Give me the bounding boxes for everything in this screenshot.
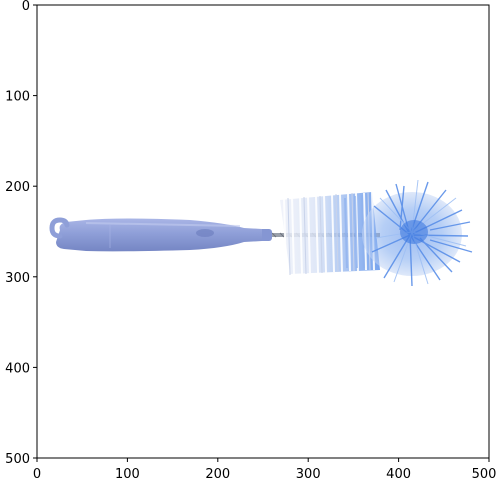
x-tick-label: 100 (115, 467, 140, 482)
y-tick-label: 0 (22, 0, 30, 14)
x-tick-label: 0 (33, 467, 41, 482)
brush-tuft (362, 179, 473, 287)
y-tick-label: 400 (5, 361, 30, 376)
x-tick-label: 400 (386, 467, 411, 482)
brush-handle (49, 217, 262, 252)
x-axis: 0 100 200 300 400 500 (33, 458, 497, 482)
brush-bristles (280, 191, 380, 276)
y-tick-label: 100 (5, 90, 30, 105)
y-tick-label: 500 (5, 452, 30, 467)
x-tick-label: 200 (205, 467, 230, 482)
x-tick-label: 500 (472, 467, 497, 482)
axes-frame (36, 4, 490, 459)
x-tick-label: 300 (296, 467, 321, 482)
y-tick-label: 200 (5, 180, 30, 195)
y-axis: 0 100 200 300 400 500 (5, 0, 37, 467)
y-tick-label: 300 (5, 271, 30, 286)
brush-photo (49, 179, 473, 287)
